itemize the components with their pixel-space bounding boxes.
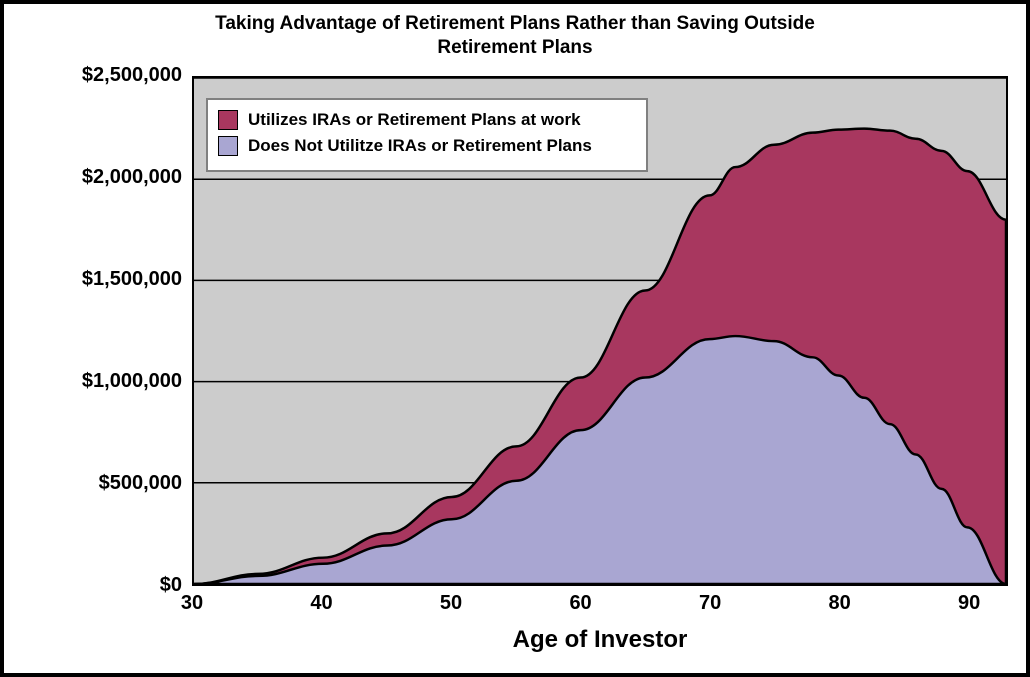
legend-label-does-not: Does Not Utilitze IRAs or Retirement Pla… xyxy=(248,136,592,156)
legend-swatch-utilizes xyxy=(218,110,238,130)
legend-label-utilizes: Utilizes IRAs or Retirement Plans at wor… xyxy=(248,110,581,130)
y-tick-label: $2,000,000 xyxy=(42,166,182,189)
chart-frame: Taking Advantage of Retirement Plans Rat… xyxy=(0,0,1030,677)
x-tick-label: 90 xyxy=(949,592,989,615)
y-tick-label: $0 xyxy=(42,574,182,597)
legend-item-does-not: Does Not Utilitze IRAs or Retirement Pla… xyxy=(218,136,636,156)
x-tick-label: 40 xyxy=(302,592,342,615)
plot-area: Utilizes IRAs or Retirement Plans at wor… xyxy=(192,76,1008,586)
y-tick-label: $500,000 xyxy=(42,472,182,495)
y-tick-label: $1,000,000 xyxy=(42,370,182,393)
y-tick-label: $2,500,000 xyxy=(42,64,182,87)
legend-item-utilizes: Utilizes IRAs or Retirement Plans at wor… xyxy=(218,110,636,130)
x-axis-label: Age of Investor xyxy=(192,626,1008,654)
legend: Utilizes IRAs or Retirement Plans at wor… xyxy=(206,98,648,172)
legend-swatch-does-not xyxy=(218,136,238,156)
x-tick-label: 30 xyxy=(172,592,212,615)
x-tick-label: 70 xyxy=(690,592,730,615)
x-tick-label: 60 xyxy=(561,592,601,615)
x-tick-label: 80 xyxy=(820,592,860,615)
y-tick-label: $1,500,000 xyxy=(42,268,182,291)
chart-title: Taking Advantage of Retirement Plans Rat… xyxy=(4,12,1026,60)
x-tick-label: 50 xyxy=(431,592,471,615)
